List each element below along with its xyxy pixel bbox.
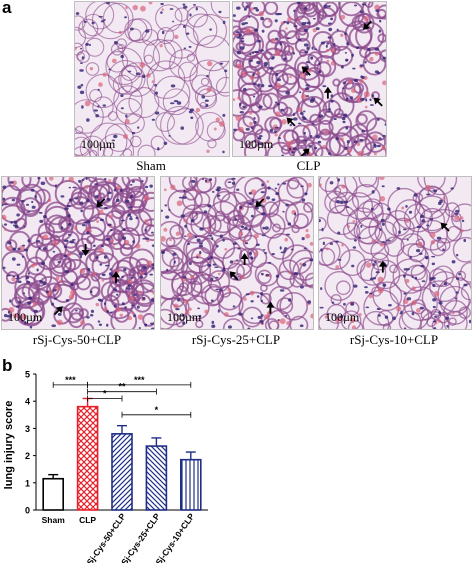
scale-bar-label: 100µm [167,310,202,324]
arrow-marker-icon [81,244,90,257]
arrow-marker-icon [323,86,332,99]
arrow-marker-icon [363,20,373,30]
micrograph-sham: 100µm [74,1,230,157]
arrow-marker-icon [301,66,311,76]
y-tick-label: 3 [25,424,30,434]
y-tick-label: 0 [25,506,30,516]
bar-rsj-cys-10-clp [180,458,202,511]
caption-sham: Sham [136,158,166,173]
caption-clp: CLP [296,158,321,173]
micrograph-clp: 100µm [232,1,387,157]
arrow-marker-icon [300,148,310,156]
caption-rsj-25: rSj-Cys-25+CLP [191,332,281,347]
caption-rsj-10: rSj-Cys-10+CLP [349,332,439,347]
micrograph-sham-image [75,2,229,156]
y-tick-label: 5 [25,370,30,380]
scale-bar-label: 100µm [325,310,360,324]
arrow-marker-icon [96,198,106,208]
arrow-marker-icon [112,271,120,284]
bar-clp [76,405,99,511]
micrograph-rsj-50: 100µm [1,176,155,330]
y-tick-label: 4 [25,397,30,407]
scale-bar-label: 100µm [81,137,116,151]
arrow-marker-icon [240,253,249,265]
scale-bar-label: 100µm [239,137,274,151]
arrow-marker-icon [373,97,383,107]
bar-sham [42,477,65,511]
bar-rsj-cys-25-clp [145,445,168,511]
bar-rsj-cys-50-clp [111,433,133,511]
y-tick-label: 1 [25,478,30,488]
micrograph-rsj-25-image [161,177,313,329]
x-tick-label: CLP [79,515,96,525]
micrograph-rsj-25: 100µm [160,176,314,330]
arrow-marker-icon [378,260,387,273]
significance-label: * [155,405,159,415]
arrow-marker-icon [440,222,450,232]
significance-label: *** [134,375,145,385]
y-axis-label: lung injury score [3,401,15,490]
arrow-marker-icon [266,301,275,314]
micrograph-rsj-10: 100µm [318,176,472,330]
micrograph-clp-image [233,2,386,156]
arrow-marker-icon [286,117,296,127]
panel-b-label: b [2,356,13,375]
panel-a-label: a [2,0,12,17]
micrograph-rsj-50-image [2,177,154,329]
significance-label: *** [65,375,76,385]
y-tick-label: 2 [25,451,30,461]
scale-bar-label: 100µm [8,310,43,324]
x-tick-label: Sham [42,515,66,525]
arrow-marker-icon [229,271,239,281]
arrow-marker-icon [53,306,63,316]
significance-label: ** [118,382,126,392]
significance-label: * [103,388,107,398]
arrow-marker-icon [255,198,265,208]
caption-rsj-50: rSj-Cys-50+CLP [32,332,122,347]
micrograph-rsj-10-image [319,177,471,329]
